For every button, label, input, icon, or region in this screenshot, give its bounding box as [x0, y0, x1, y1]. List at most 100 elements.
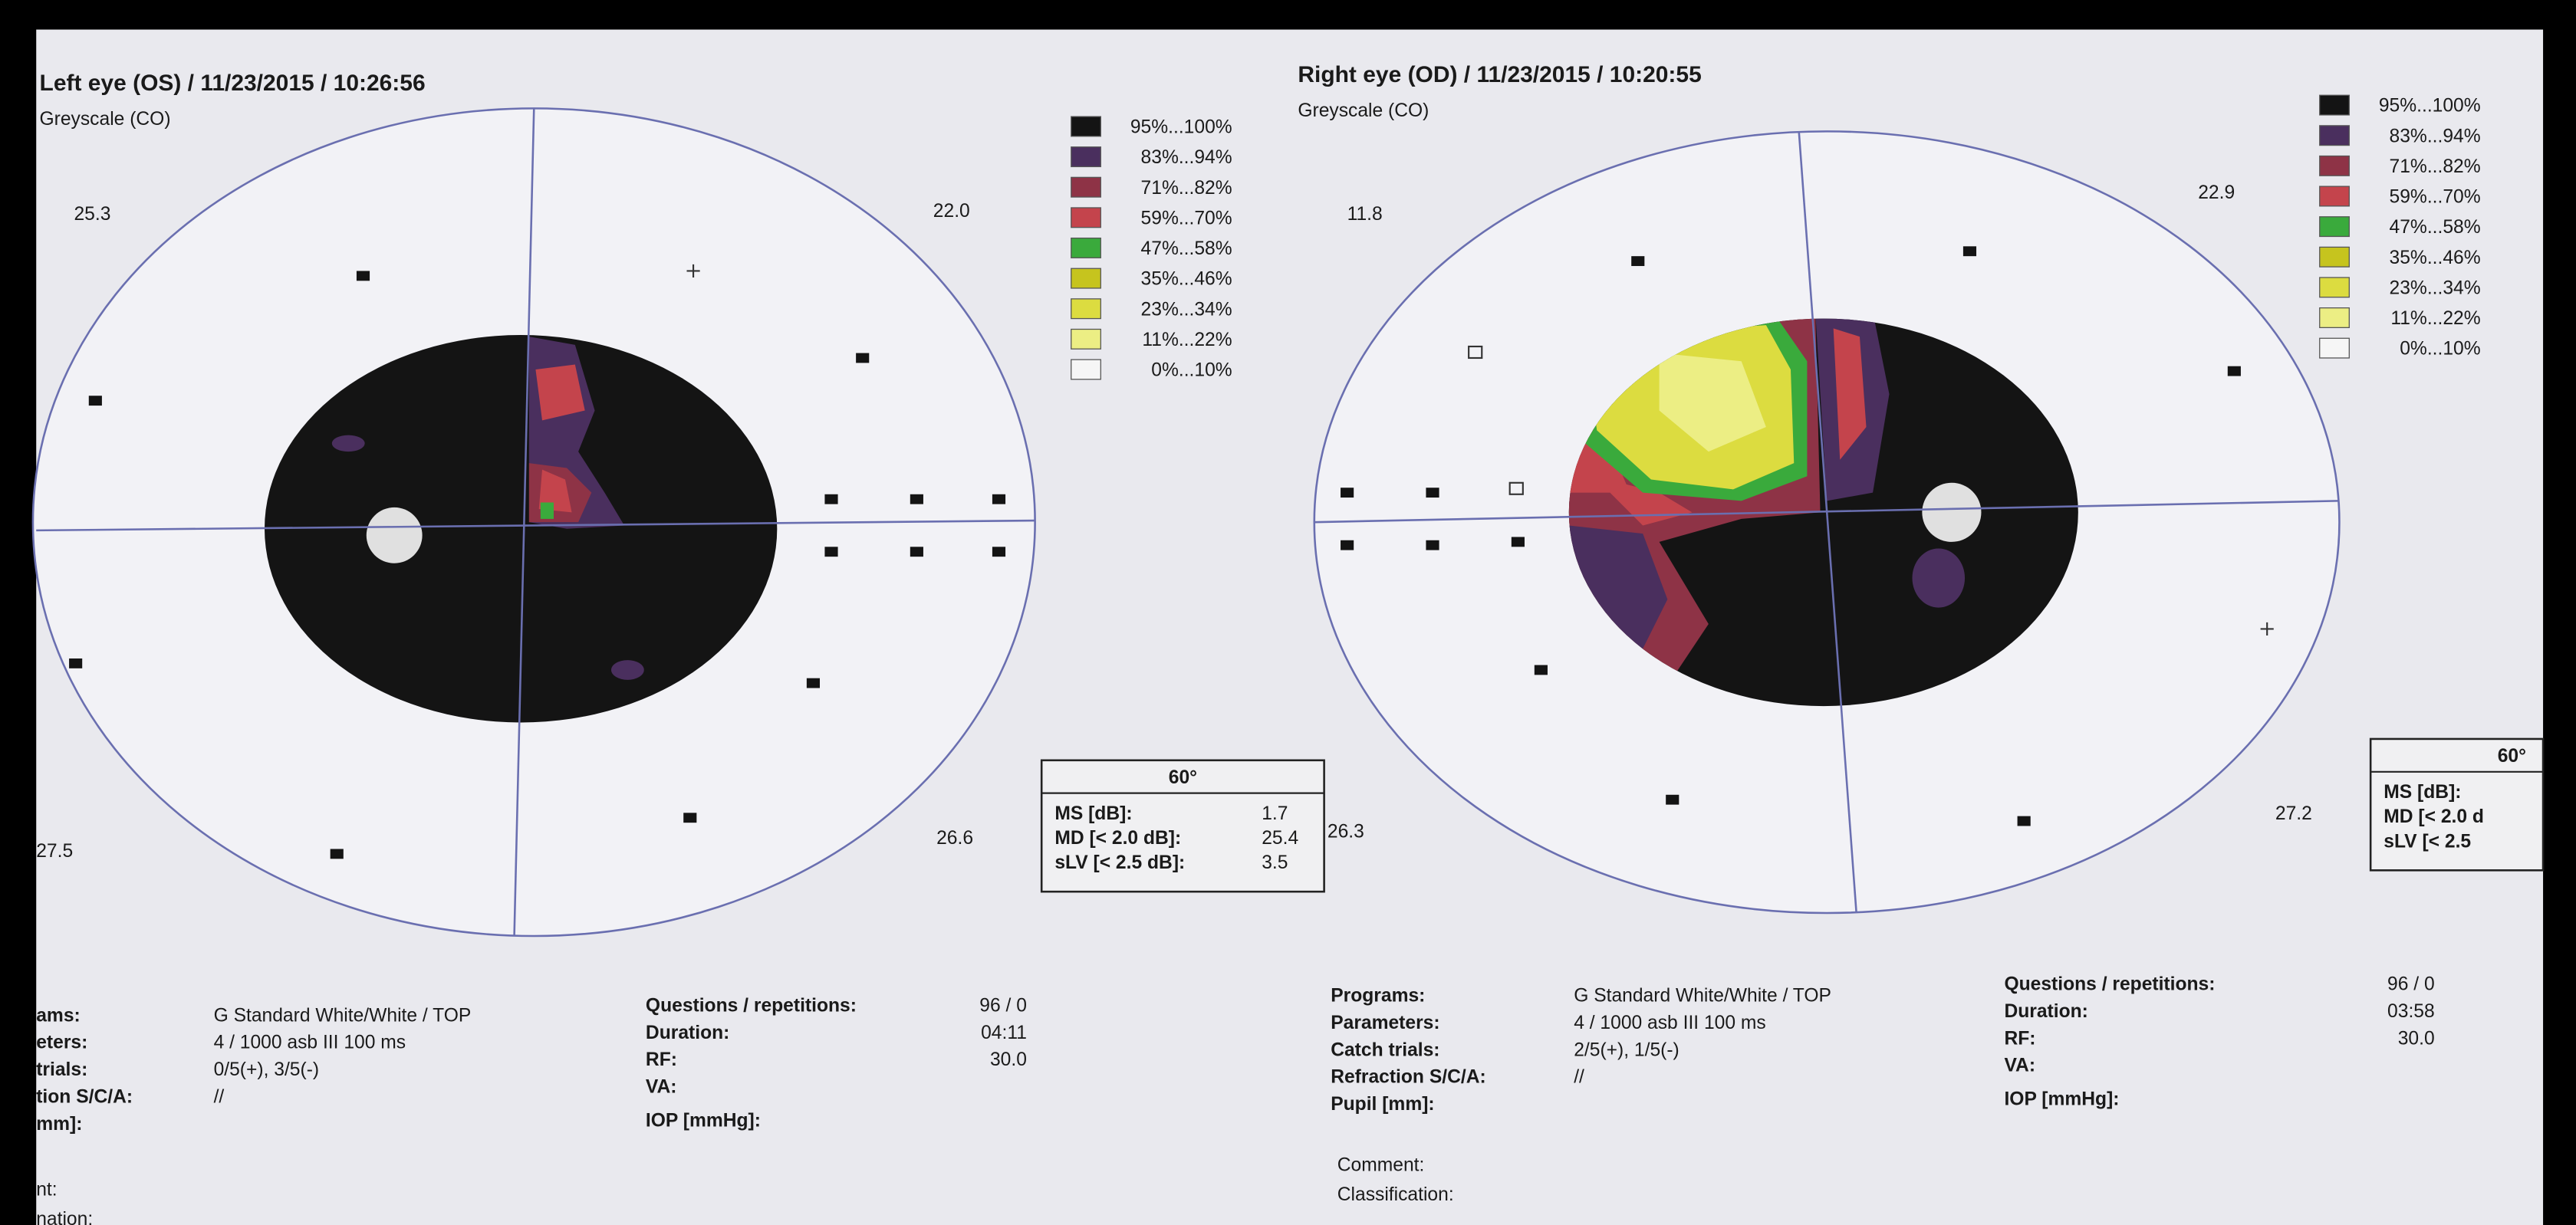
legend-swatch: [2319, 216, 2350, 238]
info-label: VA:: [646, 1077, 677, 1098]
legend-swatch: [2319, 246, 2350, 268]
legend-swatch: [1071, 328, 1101, 350]
panel-title: Left eye (OS) / 11/23/2015 / 10:26:56: [40, 71, 426, 96]
field-label: mm]:: [36, 1114, 82, 1135]
info-label: IOP [mmHg]:: [646, 1110, 761, 1131]
stats-label: MS [dB]:: [1054, 803, 1132, 824]
legend-swatch: [1071, 207, 1101, 228]
quadrant-value: 27.5: [36, 841, 73, 862]
legend-label: 0%...10%: [1151, 360, 1232, 381]
legend-swatch: [2319, 125, 2350, 146]
legend-swatch: [2319, 155, 2350, 176]
legend-swatch: [1071, 176, 1101, 198]
legend-label: 59%...70%: [2390, 187, 2481, 208]
stats-label: MD [< 2.0 d: [2384, 806, 2484, 827]
info-value: 30.0: [990, 1049, 1027, 1070]
stats-label: sLV [< 2.5: [2384, 831, 2471, 852]
field-label: Catch trials:: [1331, 1039, 1439, 1060]
legend-swatch: [1071, 298, 1101, 320]
field-value: G Standard White/White / TOP: [1574, 986, 1831, 1007]
info-value: 04:11: [981, 1023, 1027, 1043]
info-value: 03:58: [2387, 1001, 2435, 1022]
quadrant-value: 11.8: [1347, 204, 1383, 225]
field-left: [31, 107, 1036, 938]
stats-value: 1.7: [1262, 803, 1288, 824]
legend-label: 23%...34%: [2390, 278, 2481, 298]
field-value: 4 / 1000 asb III 100 ms: [214, 1033, 406, 1053]
legend-swatch: [2319, 277, 2350, 298]
footer-label: Comment:: [1337, 1154, 1425, 1175]
field-label: tion S/C/A:: [36, 1086, 133, 1107]
info-label: Questions / repetitions:: [646, 996, 857, 1016]
field-label: trials:: [36, 1059, 87, 1080]
stats-value: 3.5: [1262, 852, 1288, 873]
info-label: RF:: [646, 1049, 677, 1070]
footer-label: nt:: [36, 1179, 57, 1200]
legend-label: 11%...22%: [2390, 308, 2480, 329]
field-label: ams:: [36, 1005, 81, 1026]
panel-subtitle: Greyscale (CO): [1298, 100, 1429, 121]
legend-label: 35%...46%: [2390, 248, 2481, 268]
stats-box: [1040, 759, 1325, 893]
legend-label: 11%...22%: [1142, 330, 1232, 350]
info-label: IOP [mmHg]:: [2004, 1089, 2119, 1110]
panel-title: Right eye (OD) / 11/23/2015 / 10:20:55: [1298, 62, 1701, 87]
panel-subtitle: Greyscale (CO): [40, 109, 171, 130]
legend-label: 83%...94%: [1141, 147, 1232, 168]
quadrant-value: 27.2: [2275, 803, 2312, 824]
info-label: RF:: [2004, 1028, 2035, 1049]
stats-header: 60°: [2498, 746, 2526, 767]
info-label: Duration:: [646, 1023, 729, 1043]
footer-label: nation:: [36, 1209, 93, 1225]
info-label: VA:: [2004, 1056, 2035, 1076]
legend-label: 83%...94%: [2390, 126, 2481, 146]
legend-swatch: [2319, 337, 2350, 359]
quadrant-value: 26.6: [936, 828, 973, 849]
quadrant-value: 25.3: [74, 204, 110, 225]
legend-swatch: [2319, 186, 2350, 207]
stats-header: 60°: [1169, 767, 1197, 788]
legend-swatch: [1071, 146, 1101, 168]
legend-swatch: [1071, 116, 1101, 137]
legend-label: 71%...82%: [2390, 156, 2481, 177]
field-value: G Standard White/White / TOP: [214, 1005, 472, 1026]
footer-label: Classification:: [1337, 1184, 1454, 1205]
stats-label: MD [< 2.0 dB]:: [1054, 828, 1181, 849]
field-value: 0/5(+), 3/5(-): [214, 1059, 320, 1080]
field-label: Refraction S/C/A:: [1331, 1067, 1486, 1088]
legend-label: 71%...82%: [1141, 178, 1232, 199]
stats-box: [2369, 737, 2545, 872]
info-value: 96 / 0: [979, 996, 1027, 1016]
legend-swatch: [1071, 268, 1101, 289]
quadrant-value: 26.3: [1327, 821, 1364, 842]
quadrant-value: 22.9: [2198, 182, 2235, 203]
field-right: [1313, 130, 2341, 915]
stats-value: 25.4: [1262, 828, 1298, 849]
legend-label: 59%...70%: [1141, 208, 1232, 228]
legend-label: 23%...34%: [1141, 299, 1232, 320]
legend-label: 35%...46%: [1141, 269, 1232, 290]
legend-label: 47%...58%: [2390, 217, 2481, 238]
quadrant-value: 22.0: [933, 201, 970, 222]
info-value: 96 / 0: [2387, 974, 2435, 995]
info-label: Duration:: [2004, 1001, 2087, 1022]
legend-swatch: [1071, 359, 1101, 380]
legend-label: 95%...100%: [2379, 96, 2481, 117]
legend-label: 47%...58%: [1141, 238, 1232, 259]
field-value: 4 / 1000 asb III 100 ms: [1574, 1013, 1766, 1033]
field-value: //: [1574, 1067, 1584, 1088]
stats-label: MS [dB]:: [2384, 782, 2461, 803]
legend-swatch: [1071, 237, 1101, 258]
legend-swatch: [2319, 307, 2350, 328]
field-label: Parameters:: [1331, 1013, 1439, 1033]
field-label: Programs:: [1331, 986, 1425, 1007]
field-value: 2/5(+), 1/5(-): [1574, 1039, 1679, 1060]
info-value: 30.0: [2398, 1028, 2435, 1049]
legend-swatch: [2319, 94, 2350, 116]
legend-label: 0%...10%: [2400, 339, 2481, 360]
field-label: Pupil [mm]:: [1331, 1094, 1434, 1115]
info-label: Questions / repetitions:: [2004, 974, 2215, 995]
stats-label: sLV [< 2.5 dB]:: [1054, 852, 1185, 873]
